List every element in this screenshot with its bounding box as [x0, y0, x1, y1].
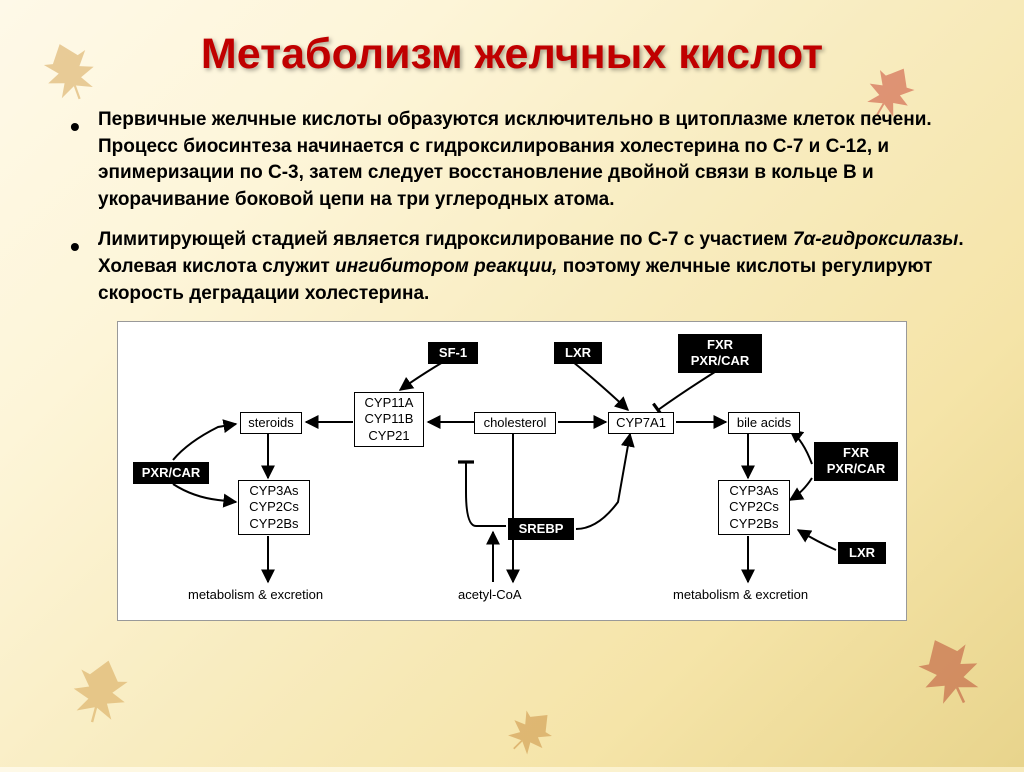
node-cyp7a1: CYP7A1	[608, 412, 674, 434]
node-cyp3_left: CYP3AsCYP2CsCYP2Bs	[238, 480, 310, 535]
node-fxr_pxr_car_top: FXRPXR/CAR	[678, 334, 762, 373]
leaf-decor-4	[490, 693, 570, 772]
pathway-diagram: cholesterol SF-1 LXR FXRPXR/CAR CYP11ACYP11B…	[117, 321, 907, 621]
node-pxr_car_left: PXR/CAR	[133, 462, 209, 484]
bullet-2-italic2: ингибитором реакции,	[335, 256, 557, 277]
node-fxr_pxr_car_right: FXRPXR/CAR	[814, 442, 898, 481]
node-cyp3_right: CYP3AsCYP2CsCYP2Bs	[718, 480, 790, 535]
slide-container: Метаболизм желчных кислот Первичные желч…	[0, 0, 1024, 641]
bullet-1: Первичные желчные кислоты образуются иск…	[98, 107, 964, 213]
node-lxr_top: LXR	[554, 342, 602, 364]
slide-title: Метаболизм желчных кислот	[60, 30, 964, 79]
node-steroids: steroids	[240, 412, 302, 434]
node-cholesterol: cholesterol	[474, 412, 556, 434]
bullet-2: Лимитирующей стадией является гидроксили…	[98, 227, 964, 307]
node-srebp: SREBP	[508, 518, 574, 540]
bullet-1-text: Первичные желчные кислоты образуются иск…	[98, 109, 932, 210]
node-bile: bile acids	[728, 412, 800, 434]
bullet-2-italic1: 7α-гидроксилазы	[793, 229, 959, 250]
node-lxr_right: LXR	[838, 542, 886, 564]
node-sf1: SF-1	[428, 342, 478, 364]
label-metab_right: metabolism & excretion	[673, 587, 808, 602]
leaf-decor-2	[55, 646, 145, 740]
bullet-list: Первичные желчные кислоты образуются иск…	[60, 107, 964, 307]
diagram-arrows	[118, 322, 906, 620]
label-acetyl: acetyl-CoA	[458, 587, 522, 602]
bullet-2-pre: Лимитирующей стадией является гидроксили…	[98, 229, 793, 250]
label-metab_left: metabolism & excretion	[188, 587, 323, 602]
node-cyp11: CYP11ACYP11BCYP21	[354, 392, 424, 447]
